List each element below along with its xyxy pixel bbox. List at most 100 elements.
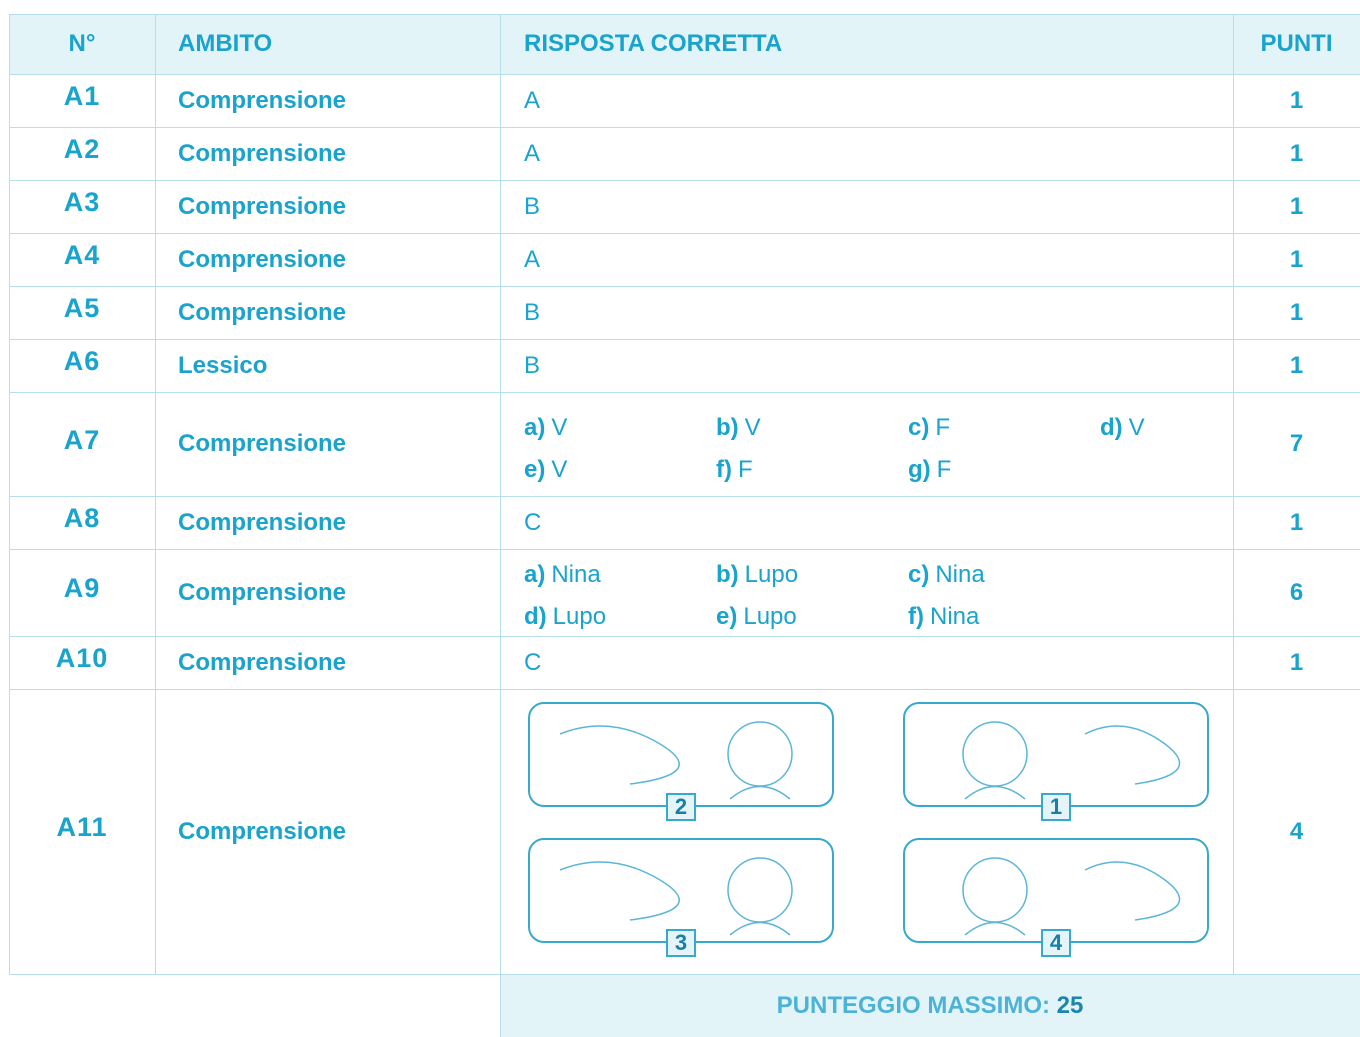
answer-item-value: Lupo [552, 603, 607, 630]
answer-item: e) Lupo [716, 603, 797, 631]
illustration-frame [903, 838, 1209, 943]
answer-item-label: e) [716, 603, 738, 630]
answer-item-label: a) [524, 414, 546, 441]
answer-item-value: Nina [551, 561, 601, 588]
item-points: 1 [1289, 351, 1304, 379]
answer-item-label: c) [908, 561, 930, 588]
row-line [9, 14, 1360, 15]
header-points: PUNTI [1260, 30, 1333, 57]
item-answer: B [524, 192, 541, 220]
row-line [9, 974, 1360, 975]
answer-item-label: b) [716, 414, 739, 441]
footer-label: PUNTEGGIO MASSIMO: [776, 991, 1050, 1019]
item-area: Comprensione [178, 578, 347, 606]
answer-item-value: Nina [929, 603, 980, 630]
header-band [9, 14, 1360, 74]
answer-item: c) Nina [908, 561, 985, 589]
item-number: A5 [63, 293, 101, 323]
answer-item-value: V [1128, 414, 1145, 441]
column-line [9, 14, 10, 974]
header-number: N° [68, 30, 96, 57]
item-area: Comprensione [178, 192, 347, 220]
item-area: Comprensione [178, 430, 347, 457]
row-line [9, 392, 1360, 393]
item-points: 1 [1289, 508, 1304, 536]
answer-item-label: a) [524, 561, 546, 588]
row-line [9, 127, 1360, 128]
column-line [500, 974, 501, 1037]
illustration-frame [903, 702, 1209, 807]
row-line [9, 339, 1360, 340]
item-answer: A [524, 86, 541, 114]
illustration [962, 857, 1181, 936]
item-points: 1 [1289, 245, 1304, 273]
row-line [9, 689, 1360, 690]
item-points: 1 [1289, 86, 1304, 114]
answer-item: c) F [908, 414, 950, 442]
item-points: 1 [1289, 139, 1304, 167]
answer-item: d) V [1100, 414, 1145, 442]
item-area: Comprensione [178, 817, 347, 845]
header-area: AMBITO [178, 30, 273, 57]
column-line [155, 14, 156, 974]
answer-item-label: c) [908, 414, 930, 441]
footer: PUNTEGGIO MASSIMO: 25 [500, 974, 1360, 1037]
illustration-number: 1 [1041, 793, 1071, 821]
item-points: 4 [1289, 817, 1304, 845]
answer-item: f) Nina [908, 603, 979, 631]
illustration-number: 3 [666, 929, 696, 957]
answer-item-label: e) [524, 456, 546, 483]
answer-item: g) F [908, 456, 951, 484]
row-line [9, 496, 1360, 497]
row-line [9, 549, 1360, 550]
answer-item: b) Lupo [716, 561, 798, 589]
row-line [9, 636, 1360, 637]
item-number: A1 [63, 81, 101, 111]
answer-item-value: Lupo [743, 603, 797, 630]
item-number: A2 [63, 134, 101, 164]
item-area: Lessico [178, 351, 268, 379]
answer-item-label: b) [716, 561, 739, 588]
item-points: 6 [1289, 578, 1304, 606]
item-area: Comprensione [178, 86, 347, 114]
row-line [9, 74, 1360, 75]
illustration [559, 721, 793, 800]
answer-item: e) V [524, 456, 567, 484]
item-number: A3 [63, 187, 101, 217]
item-number: A8 [63, 503, 101, 533]
illustration [962, 721, 1181, 800]
answer-item-value: V [551, 456, 568, 483]
illustration-frame [528, 702, 834, 807]
answer-item: a) Nina [524, 561, 601, 589]
illustration-number: 2 [666, 793, 696, 821]
answer-item-value: V [744, 414, 761, 441]
column-line [1233, 14, 1234, 974]
answer-item-label: g) [908, 456, 931, 483]
answer-item-value: Nina [935, 561, 985, 588]
illustration-number: 4 [1041, 929, 1071, 957]
item-number: A11 [56, 812, 108, 842]
answer-item: d) Lupo [524, 603, 606, 631]
illustration-frame [528, 838, 834, 943]
answer-item-label: f) [908, 603, 924, 630]
item-answer: C [524, 648, 542, 676]
item-area: Comprensione [178, 298, 347, 326]
item-points: 7 [1289, 430, 1304, 457]
row-line [9, 233, 1360, 234]
answer-item: a) V [524, 414, 567, 442]
answer-item: b) V [716, 414, 761, 442]
column-line [500, 14, 501, 974]
item-number: A6 [63, 346, 101, 376]
item-number: A10 [55, 643, 109, 673]
item-points: 1 [1289, 192, 1304, 220]
item-number: A7 [63, 424, 101, 455]
item-area: Comprensione [178, 245, 347, 273]
item-number: A9 [63, 573, 101, 603]
answer-item-value: Lupo [744, 561, 799, 588]
item-area: Comprensione [178, 139, 347, 167]
answer-item-value: F [935, 414, 951, 441]
footer-value: 25 [1056, 991, 1084, 1019]
item-answer: A [524, 245, 541, 273]
answer-item: f) F [716, 456, 753, 484]
